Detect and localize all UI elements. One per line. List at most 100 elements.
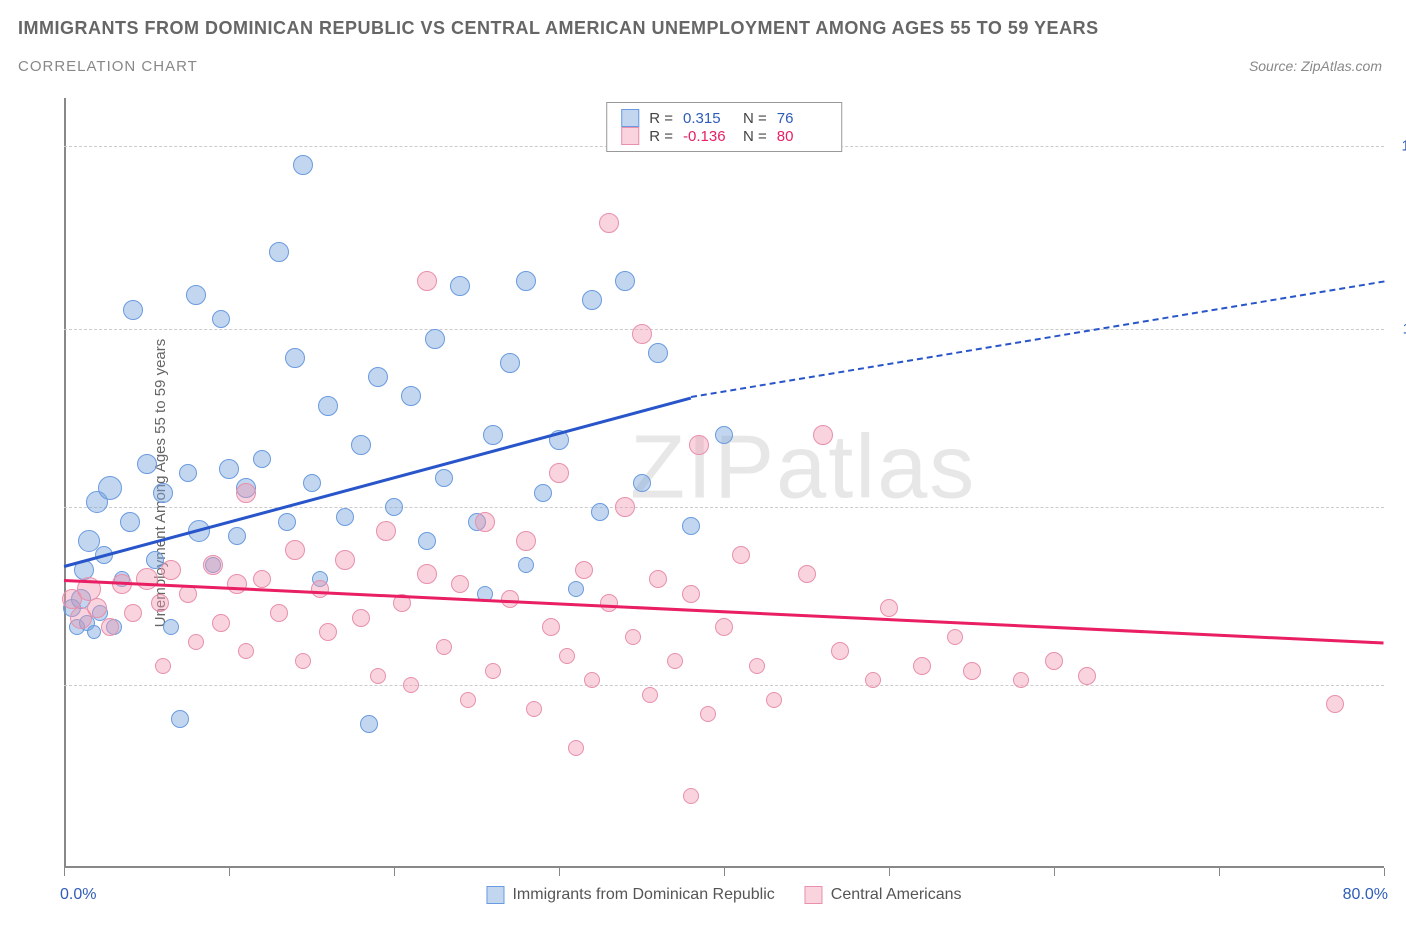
watermark-a: ZIP bbox=[630, 417, 776, 517]
trendline bbox=[64, 396, 692, 567]
data-point-dr bbox=[212, 310, 230, 328]
data-point-ca bbox=[865, 672, 881, 688]
data-point-ca bbox=[683, 788, 699, 804]
legend-n-label: N = bbox=[743, 128, 767, 145]
legend-r-label: R = bbox=[649, 110, 673, 127]
data-point-dr bbox=[285, 348, 305, 368]
data-point-ca bbox=[584, 672, 600, 688]
x-tick bbox=[1384, 868, 1385, 876]
gridline bbox=[64, 685, 1384, 686]
data-point-dr bbox=[351, 435, 371, 455]
data-point-ca bbox=[813, 425, 833, 445]
data-point-dr bbox=[648, 343, 668, 363]
data-point-ca bbox=[766, 692, 782, 708]
data-point-ca bbox=[649, 570, 667, 588]
data-point-dr bbox=[293, 155, 313, 175]
data-point-ca bbox=[1326, 695, 1344, 713]
data-point-ca bbox=[615, 497, 635, 517]
gridline bbox=[64, 507, 1384, 508]
data-point-dr bbox=[582, 290, 602, 310]
data-point-dr bbox=[633, 474, 651, 492]
data-point-ca bbox=[227, 574, 247, 594]
data-point-dr bbox=[303, 474, 321, 492]
trendline-dashed bbox=[691, 281, 1384, 398]
data-point-ca bbox=[485, 663, 501, 679]
x-tick bbox=[229, 868, 230, 876]
data-point-ca bbox=[370, 668, 386, 684]
data-point-dr bbox=[179, 464, 197, 482]
data-point-ca bbox=[436, 639, 452, 655]
chart-area: Unemployment Among Ages 55 to 59 years Z… bbox=[64, 98, 1384, 868]
data-point-dr bbox=[120, 512, 140, 532]
data-point-dr bbox=[516, 271, 536, 291]
data-point-ca bbox=[151, 594, 169, 612]
data-point-dr bbox=[591, 503, 609, 521]
legend-swatch bbox=[486, 886, 504, 904]
data-point-ca bbox=[270, 604, 288, 622]
data-point-dr bbox=[534, 484, 552, 502]
data-point-dr bbox=[336, 508, 354, 526]
data-point-ca bbox=[913, 657, 931, 675]
data-point-ca bbox=[136, 568, 158, 590]
chart-title: IMMIGRANTS FROM DOMINICAN REPUBLIC VS CE… bbox=[18, 18, 1099, 39]
data-point-ca bbox=[632, 324, 652, 344]
data-point-ca bbox=[526, 701, 542, 717]
data-point-dr bbox=[500, 353, 520, 373]
data-point-ca bbox=[880, 599, 898, 617]
data-point-ca bbox=[236, 483, 256, 503]
data-point-ca bbox=[947, 629, 963, 645]
data-point-dr bbox=[401, 386, 421, 406]
data-point-ca bbox=[501, 590, 519, 608]
data-point-dr bbox=[253, 450, 271, 468]
data-point-ca bbox=[1013, 672, 1029, 688]
data-point-ca bbox=[715, 618, 733, 636]
x-tick bbox=[64, 868, 65, 876]
data-point-ca bbox=[475, 512, 495, 532]
legend-stat-row-dr: R =0.315N =76 bbox=[621, 109, 827, 127]
x-tick bbox=[559, 868, 560, 876]
data-point-dr bbox=[278, 513, 296, 531]
data-point-dr bbox=[715, 426, 733, 444]
data-point-dr bbox=[186, 285, 206, 305]
y-tick-label: 15.0% bbox=[1401, 138, 1406, 155]
x-tick bbox=[1054, 868, 1055, 876]
y-tick-label: 11.2% bbox=[1403, 321, 1406, 338]
legend-swatch bbox=[805, 886, 823, 904]
data-point-ca bbox=[667, 653, 683, 669]
data-point-ca bbox=[1078, 667, 1096, 685]
data-point-dr bbox=[269, 242, 289, 262]
data-point-dr bbox=[163, 619, 179, 635]
data-point-ca bbox=[203, 555, 223, 575]
data-point-ca bbox=[831, 642, 849, 660]
data-point-dr bbox=[360, 715, 378, 733]
legend-r-value: 0.315 bbox=[683, 110, 733, 127]
data-point-ca bbox=[700, 706, 716, 722]
legend-r-label: R = bbox=[649, 128, 673, 145]
legend-series-name: Central Americans bbox=[831, 886, 962, 904]
scatter-plot: ZIPatlas 3.8%7.5%11.2%15.0% bbox=[64, 98, 1384, 868]
data-point-dr bbox=[385, 498, 403, 516]
legend-n-value: 80 bbox=[777, 128, 827, 145]
legend-item-ca: Central Americans bbox=[805, 886, 962, 904]
data-point-dr bbox=[568, 581, 584, 597]
legend-n-label: N = bbox=[743, 110, 767, 127]
data-point-ca bbox=[451, 575, 469, 593]
data-point-ca bbox=[124, 604, 142, 622]
data-point-ca bbox=[335, 550, 355, 570]
data-point-dr bbox=[682, 517, 700, 535]
data-point-ca bbox=[101, 618, 119, 636]
data-point-ca bbox=[599, 213, 619, 233]
data-point-dr bbox=[615, 271, 635, 291]
data-point-dr bbox=[228, 527, 246, 545]
data-point-dr bbox=[435, 469, 453, 487]
legend-swatch bbox=[621, 127, 639, 145]
data-point-ca bbox=[188, 634, 204, 650]
data-point-ca bbox=[559, 648, 575, 664]
watermark: ZIPatlas bbox=[630, 416, 976, 519]
legend-stats: R =0.315N =76R =-0.136N =80 bbox=[606, 102, 842, 152]
data-point-dr bbox=[123, 300, 143, 320]
data-point-ca bbox=[311, 580, 329, 598]
data-point-ca bbox=[161, 560, 181, 580]
data-point-ca bbox=[253, 570, 271, 588]
chart-subtitle: CORRELATION CHART bbox=[18, 58, 198, 75]
